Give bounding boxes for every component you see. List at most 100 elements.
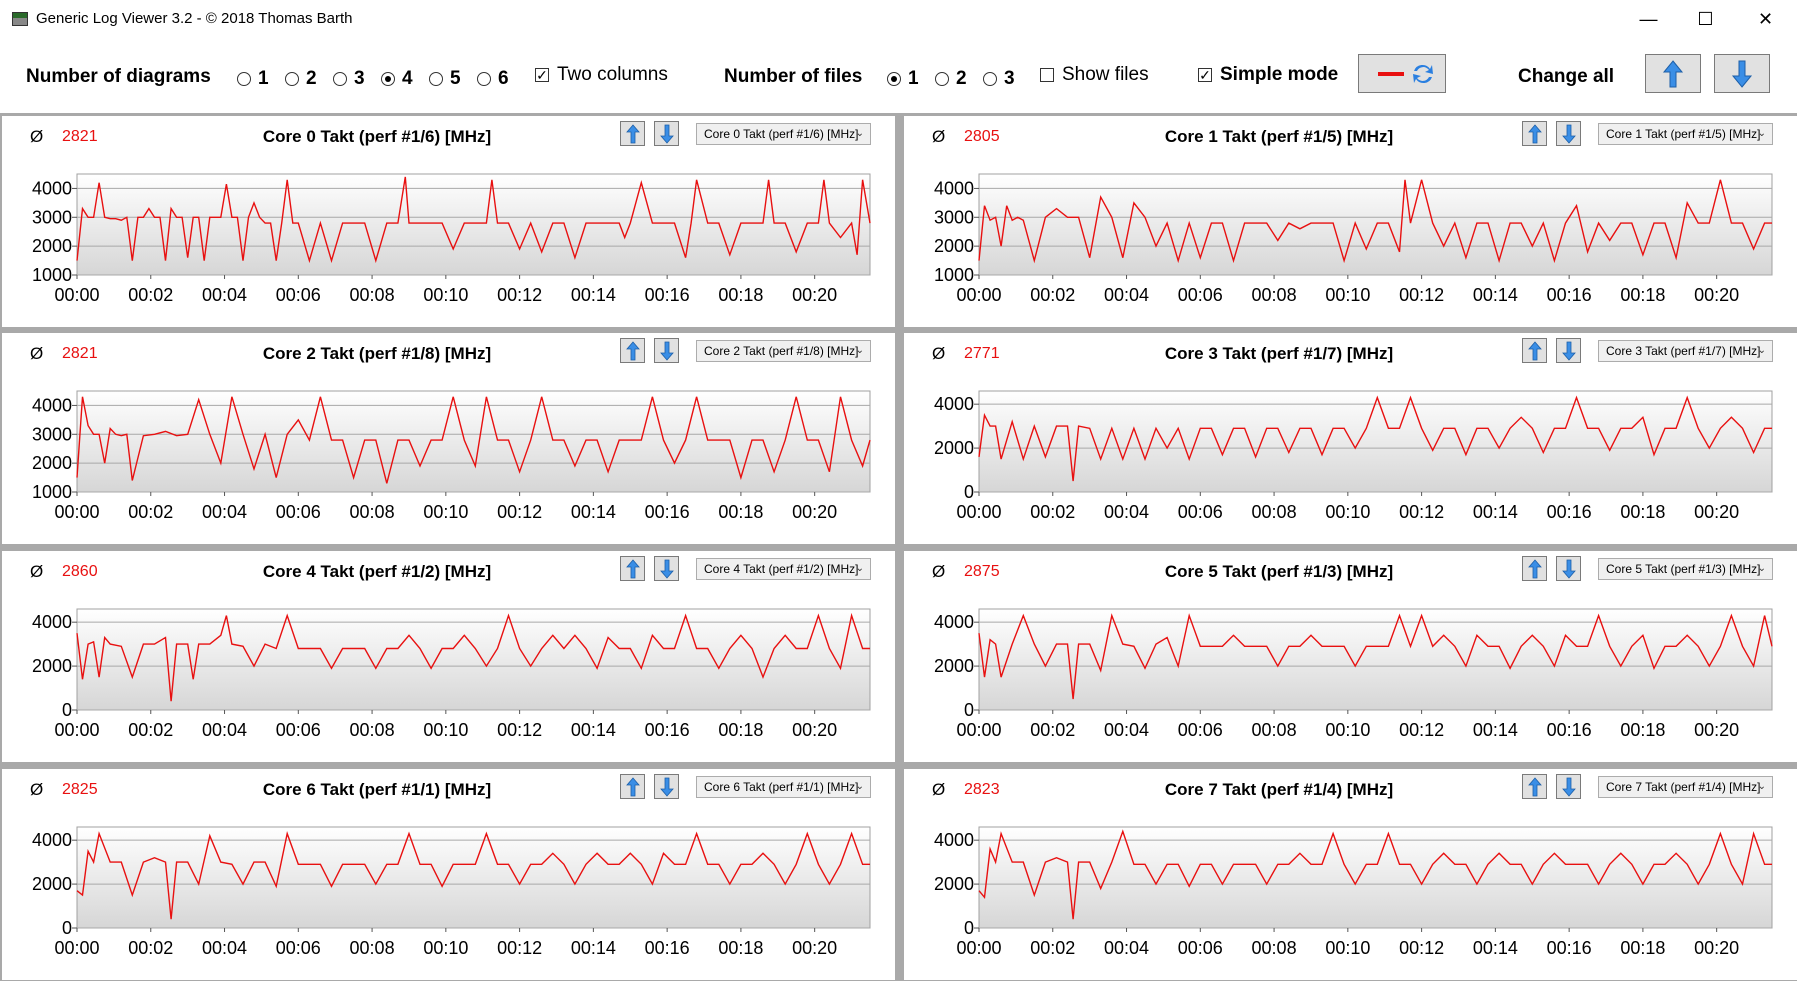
x-tick-label: 00:16 bbox=[645, 720, 690, 740]
move-down-button[interactable] bbox=[654, 556, 679, 581]
average-symbol: Ø bbox=[932, 562, 946, 581]
radio-dot-icon bbox=[935, 72, 949, 86]
arrow-up-icon bbox=[625, 776, 640, 796]
diagram-title: Core 2 Takt (perf #1/8) [MHz] bbox=[262, 344, 492, 363]
move-up-button[interactable] bbox=[620, 556, 645, 581]
arrow-up-icon bbox=[1662, 59, 1684, 87]
move-up-button[interactable] bbox=[620, 774, 645, 799]
move-down-button[interactable] bbox=[1556, 121, 1581, 146]
close-button[interactable]: ✕ bbox=[1757, 9, 1774, 29]
arrow-down-icon bbox=[659, 559, 674, 579]
move-up-button[interactable] bbox=[1522, 338, 1547, 363]
x-tick-label: 00:18 bbox=[718, 502, 763, 522]
red-line-refresh-icon bbox=[1378, 64, 1433, 83]
series-select[interactable]: Core 7 Takt (perf #1/4) [MHz] ⌄ bbox=[1598, 776, 1773, 798]
y-tick-label: 2000 bbox=[934, 874, 974, 894]
arrow-down-icon bbox=[1731, 60, 1753, 88]
arrow-down-icon bbox=[659, 341, 674, 361]
average-value: 2875 bbox=[964, 563, 1000, 580]
chevron-down-icon: ⌄ bbox=[1757, 781, 1766, 792]
series-select[interactable]: Core 5 Takt (perf #1/3) [MHz] ⌄ bbox=[1598, 558, 1773, 580]
diagram-panel-core-1: Ø 2805 Core 1 Takt (perf #1/5) [MHz] Core 1… bbox=[904, 116, 1797, 327]
y-tick-label: 4000 bbox=[32, 830, 72, 850]
average-symbol: Ø bbox=[30, 344, 44, 363]
move-down-button[interactable] bbox=[654, 121, 679, 146]
x-tick-label: 00:16 bbox=[1547, 502, 1592, 522]
move-up-button[interactable] bbox=[1522, 774, 1547, 799]
x-tick-label: 00:16 bbox=[1547, 285, 1592, 305]
x-tick-label: 00:10 bbox=[423, 720, 468, 740]
app-icon bbox=[12, 12, 28, 26]
radio-label: 6 bbox=[498, 68, 509, 89]
x-tick-label: 00:02 bbox=[1030, 938, 1075, 958]
files-radio-3[interactable]: 3 bbox=[983, 68, 1015, 90]
x-tick-label: 00:00 bbox=[956, 938, 1001, 958]
series-select-value: Core 1 Takt (perf #1/5) [MHz] bbox=[1606, 127, 1761, 141]
files-radio-2[interactable]: 2 bbox=[935, 68, 967, 90]
diagram-title: Core 1 Takt (perf #1/5) [MHz] bbox=[1164, 127, 1394, 146]
arrow-up-icon bbox=[1527, 558, 1542, 578]
series-select[interactable]: Core 6 Takt (perf #1/1) [MHz] ⌄ bbox=[696, 776, 871, 798]
x-tick-label: 00:20 bbox=[792, 720, 837, 740]
x-tick-label: 00:16 bbox=[645, 938, 690, 958]
x-tick-label: 00:10 bbox=[423, 502, 468, 522]
two-columns-checkbox[interactable]: ✓ Two columns bbox=[535, 64, 668, 86]
diagrams-radio-5[interactable]: 5 bbox=[429, 68, 461, 90]
plot-area bbox=[76, 826, 871, 929]
x-tick-label: 00:00 bbox=[54, 502, 99, 522]
files-radio-1[interactable]: 1 bbox=[887, 68, 919, 90]
maximize-button[interactable]: ☐ bbox=[1697, 9, 1714, 29]
radio-label: 1 bbox=[908, 68, 919, 89]
radio-dot-icon bbox=[381, 72, 395, 86]
move-up-button[interactable] bbox=[620, 338, 645, 363]
minimize-button[interactable]: — bbox=[1639, 9, 1658, 29]
x-tick-label: 00:06 bbox=[276, 938, 321, 958]
color-refresh-button[interactable] bbox=[1358, 54, 1446, 93]
diagrams-radio-6[interactable]: 6 bbox=[477, 68, 509, 90]
move-all-down-button[interactable] bbox=[1714, 54, 1770, 93]
move-all-up-button[interactable] bbox=[1645, 54, 1701, 93]
y-tick-label: 0 bbox=[964, 700, 974, 720]
plot-area bbox=[76, 173, 871, 276]
diagrams-radio-4[interactable]: 4 bbox=[381, 68, 413, 90]
change-all-label: Change all bbox=[1518, 66, 1615, 87]
move-up-button[interactable] bbox=[1522, 556, 1547, 581]
x-tick-label: 00:12 bbox=[497, 285, 542, 305]
simple-mode-checkbox[interactable]: ✓ Simple mode bbox=[1198, 64, 1338, 86]
series-select[interactable]: Core 1 Takt (perf #1/5) [MHz] ⌄ bbox=[1598, 123, 1773, 145]
diagrams-radio-2[interactable]: 2 bbox=[285, 68, 317, 90]
x-tick-label: 00:20 bbox=[792, 285, 837, 305]
x-tick-label: 00:00 bbox=[54, 720, 99, 740]
move-down-button[interactable] bbox=[654, 338, 679, 363]
y-tick-label: 4000 bbox=[32, 612, 72, 632]
move-down-button[interactable] bbox=[1556, 338, 1581, 363]
move-down-button[interactable] bbox=[654, 774, 679, 799]
diagram-panel-core-3: Ø 2771 Core 3 Takt (perf #1/7) [MHz] Core 3… bbox=[904, 333, 1797, 544]
diagrams-radio-1[interactable]: 1 bbox=[237, 68, 269, 90]
plot-area bbox=[978, 608, 1773, 711]
line-chart: 0 2000 4000 00:00 00:02 00:04 00:06 00:08 00:10 0… bbox=[32, 608, 871, 740]
show-files-checkbox[interactable]: Show files bbox=[1040, 64, 1149, 86]
series-select[interactable]: Core 3 Takt (perf #1/7) [MHz] ⌄ bbox=[1598, 340, 1773, 362]
move-up-button[interactable] bbox=[620, 121, 645, 146]
x-tick-label: 00:08 bbox=[350, 720, 395, 740]
x-tick-label: 00:10 bbox=[423, 285, 468, 305]
radio-label: 3 bbox=[354, 68, 365, 89]
move-down-button[interactable] bbox=[1556, 556, 1581, 581]
x-tick-label: 00:20 bbox=[792, 502, 837, 522]
x-tick-label: 00:00 bbox=[956, 285, 1001, 305]
series-select[interactable]: Core 4 Takt (perf #1/2) [MHz] ⌄ bbox=[696, 558, 871, 580]
line-chart: 0 2000 4000 00:00 00:02 00:04 00:06 00:08 00:10 0… bbox=[934, 608, 1773, 740]
series-line bbox=[978, 179, 1772, 264]
x-tick-label: 00:12 bbox=[1399, 285, 1444, 305]
line-chart: 1000 2000 3000 4000 00:00 00:02 00:04 00:06 00:0… bbox=[32, 390, 871, 522]
series-select[interactable]: Core 2 Takt (perf #1/8) [MHz] ⌄ bbox=[696, 340, 871, 362]
move-up-button[interactable] bbox=[1522, 121, 1547, 146]
move-down-button[interactable] bbox=[1556, 774, 1581, 799]
plot-area bbox=[76, 390, 871, 493]
x-tick-label: 00:18 bbox=[1620, 502, 1665, 522]
diagrams-radio-3[interactable]: 3 bbox=[333, 68, 365, 90]
series-select[interactable]: Core 0 Takt (perf #1/6) [MHz] ⌄ bbox=[696, 123, 871, 145]
y-tick-label: 4000 bbox=[32, 395, 72, 415]
diagram-title: Core 4 Takt (perf #1/2) [MHz] bbox=[262, 562, 492, 581]
